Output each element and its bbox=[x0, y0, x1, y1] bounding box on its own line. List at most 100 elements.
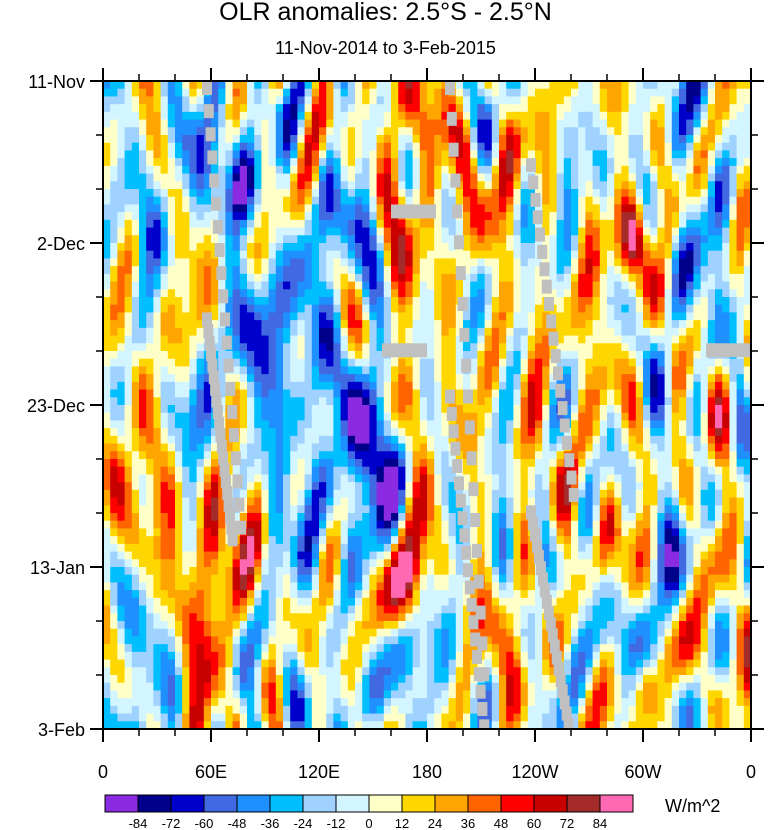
field-cell bbox=[707, 104, 716, 113]
field-cell bbox=[124, 482, 133, 491]
field-cell bbox=[225, 397, 234, 406]
field-cell bbox=[290, 358, 298, 368]
field-cell bbox=[117, 142, 126, 152]
field-cell bbox=[527, 374, 536, 383]
field-cell bbox=[592, 451, 601, 460]
field-cell bbox=[513, 273, 522, 283]
field-cell bbox=[664, 150, 673, 159]
field-cell bbox=[477, 327, 486, 337]
field-cell bbox=[182, 104, 190, 113]
field-cell bbox=[506, 374, 514, 383]
field-cell bbox=[585, 343, 594, 352]
field-cell bbox=[311, 343, 320, 352]
field-cell bbox=[434, 96, 442, 105]
field-cell bbox=[347, 343, 356, 352]
field-cell bbox=[383, 335, 392, 344]
field-cell bbox=[614, 335, 622, 344]
field-cell bbox=[268, 297, 277, 306]
field-cell bbox=[218, 497, 226, 506]
field-cell bbox=[578, 96, 586, 105]
field-cell bbox=[671, 173, 680, 182]
field-cell bbox=[290, 150, 298, 159]
field-cell bbox=[542, 119, 550, 128]
field-cell bbox=[340, 435, 349, 445]
field-cell bbox=[484, 88, 493, 98]
field-cell bbox=[578, 158, 586, 167]
field-cell bbox=[679, 435, 687, 445]
field-cell bbox=[549, 482, 558, 491]
field-cell bbox=[549, 466, 558, 476]
field-cell bbox=[599, 227, 608, 236]
field-cell bbox=[340, 219, 349, 229]
field-cell bbox=[196, 219, 205, 229]
field-cell bbox=[650, 397, 658, 406]
field-cell bbox=[311, 482, 320, 491]
field-cell bbox=[477, 358, 486, 368]
field-cell bbox=[124, 443, 133, 452]
field-cell bbox=[592, 181, 601, 190]
field-cell bbox=[139, 96, 147, 105]
field-cell bbox=[563, 243, 572, 252]
field-cell bbox=[146, 474, 154, 483]
field-cell bbox=[225, 135, 234, 144]
field-cell bbox=[146, 250, 154, 260]
field-cell bbox=[398, 173, 406, 182]
field-cell bbox=[607, 212, 615, 221]
field-cell bbox=[124, 212, 133, 221]
field-cell bbox=[124, 312, 133, 321]
field-cell bbox=[686, 443, 694, 452]
field-cell bbox=[232, 351, 241, 360]
field-cell bbox=[520, 482, 529, 491]
field-cell bbox=[297, 150, 306, 159]
field-cell bbox=[513, 335, 522, 344]
field-cell bbox=[196, 243, 205, 252]
field-cell bbox=[239, 412, 248, 422]
field-cell bbox=[563, 335, 572, 344]
field-cell bbox=[369, 297, 378, 306]
field-cell bbox=[707, 173, 716, 182]
field-cell bbox=[391, 320, 399, 329]
field-cell bbox=[542, 474, 550, 483]
field-cell bbox=[736, 451, 745, 460]
field-cell bbox=[391, 158, 399, 167]
field-cell bbox=[203, 405, 212, 414]
field-cell bbox=[153, 505, 162, 514]
field-cell bbox=[347, 212, 356, 221]
field-cell bbox=[283, 389, 291, 398]
field-cell bbox=[506, 389, 514, 398]
field-cell bbox=[491, 281, 500, 290]
field-cell bbox=[419, 273, 428, 283]
field-cell bbox=[578, 351, 586, 360]
field-cell bbox=[311, 81, 320, 90]
field-cell bbox=[722, 289, 730, 298]
field-cell bbox=[131, 227, 140, 236]
field-cell bbox=[520, 343, 529, 352]
field-cell bbox=[182, 374, 190, 383]
field-cell bbox=[520, 389, 529, 398]
field-cell bbox=[527, 327, 536, 337]
field-cell bbox=[362, 273, 370, 283]
field-cell bbox=[448, 320, 457, 329]
field-cell bbox=[203, 289, 212, 298]
field-cell bbox=[398, 489, 406, 499]
field-cell bbox=[499, 297, 507, 306]
field-cell bbox=[556, 474, 565, 483]
field-cell bbox=[333, 204, 342, 213]
field-cell bbox=[563, 281, 572, 290]
field-cell bbox=[700, 173, 709, 182]
field-cell bbox=[527, 227, 536, 236]
field-cell bbox=[715, 135, 723, 144]
field-cell bbox=[693, 412, 702, 422]
field-cell bbox=[275, 227, 284, 236]
field-cell bbox=[679, 412, 687, 422]
field-cell bbox=[333, 505, 342, 514]
field-cell bbox=[182, 173, 190, 182]
field-cell bbox=[347, 204, 356, 213]
field-cell bbox=[722, 497, 730, 506]
field-cell bbox=[239, 405, 248, 414]
field-cell bbox=[398, 142, 406, 152]
field-cell bbox=[671, 435, 680, 445]
field-cell bbox=[153, 227, 162, 236]
field-cell bbox=[182, 304, 190, 314]
field-cell bbox=[268, 343, 277, 352]
